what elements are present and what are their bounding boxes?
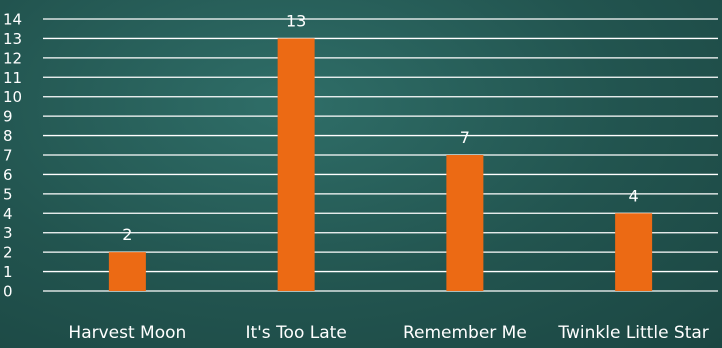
data-label: 13 xyxy=(286,11,306,30)
y-tick-label: 12 xyxy=(3,49,22,67)
data-label: 2 xyxy=(122,225,132,244)
y-tick-label: 2 xyxy=(3,244,13,262)
x-category-label: Twinkle Little Star xyxy=(557,323,708,343)
x-category-label: Harvest Moon xyxy=(68,323,186,343)
x-category-label: Remember Me xyxy=(403,323,527,343)
y-tick-label: 8 xyxy=(3,127,13,145)
y-tick-label: 13 xyxy=(3,30,22,48)
data-labels: 2 13 7 4 xyxy=(122,11,638,244)
y-tick-label: 9 xyxy=(3,108,13,126)
y-tick-label: 14 xyxy=(3,11,22,29)
bar xyxy=(446,155,484,291)
y-tick-label: 1 xyxy=(3,263,13,281)
grid-lines xyxy=(43,18,718,292)
y-tick-label: 0 xyxy=(3,283,13,301)
bar xyxy=(277,38,315,291)
y-tick-label: 5 xyxy=(3,185,13,203)
bar xyxy=(108,252,146,291)
y-tick-label: 3 xyxy=(3,224,13,242)
y-tick-label: 10 xyxy=(3,88,22,106)
bar xyxy=(615,213,653,291)
data-label: 7 xyxy=(460,128,470,147)
y-tick-label: 4 xyxy=(3,205,13,223)
x-axis-category-labels: Harvest Moon It's Too Late Remember Me Twin… xyxy=(68,323,708,343)
y-tick-label: 11 xyxy=(3,69,22,87)
y-tick-label: 6 xyxy=(3,166,13,184)
x-category-label: It's Too Late xyxy=(245,323,346,343)
y-tick-label: 7 xyxy=(3,147,13,165)
data-label: 4 xyxy=(629,186,639,205)
bars xyxy=(108,38,653,291)
